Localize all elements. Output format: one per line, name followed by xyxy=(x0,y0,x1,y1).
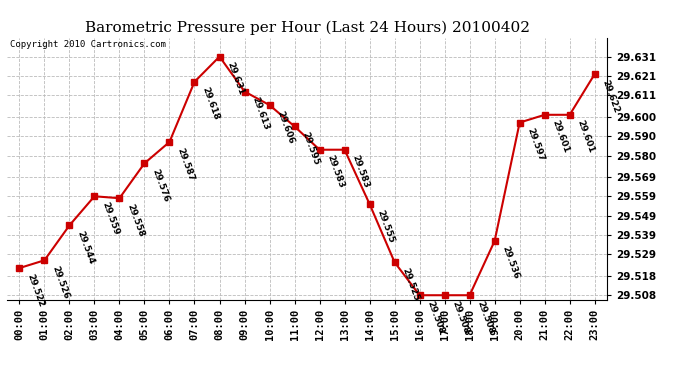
Text: 29.595: 29.595 xyxy=(300,130,320,166)
Text: 29.558: 29.558 xyxy=(125,202,146,238)
Text: 29.526: 29.526 xyxy=(50,264,70,300)
Text: 29.525: 29.525 xyxy=(400,266,420,302)
Text: 29.618: 29.618 xyxy=(200,86,220,122)
Text: 29.613: 29.613 xyxy=(250,96,270,131)
Text: 29.536: 29.536 xyxy=(500,245,520,281)
Text: 29.508: 29.508 xyxy=(425,299,446,335)
Text: 29.508: 29.508 xyxy=(475,299,495,335)
Text: 29.587: 29.587 xyxy=(175,146,195,182)
Text: 29.583: 29.583 xyxy=(325,154,346,190)
Text: 29.508: 29.508 xyxy=(450,299,471,335)
Title: Barometric Pressure per Hour (Last 24 Hours) 20100402: Barometric Pressure per Hour (Last 24 Ho… xyxy=(85,21,529,35)
Text: 29.606: 29.606 xyxy=(275,109,295,145)
Text: 29.576: 29.576 xyxy=(150,168,170,203)
Text: 29.622: 29.622 xyxy=(600,78,620,114)
Text: 29.559: 29.559 xyxy=(100,201,120,236)
Text: 29.522: 29.522 xyxy=(25,272,46,308)
Text: 29.555: 29.555 xyxy=(375,208,395,244)
Text: 29.597: 29.597 xyxy=(525,127,546,163)
Text: Copyright 2010 Cartronics.com: Copyright 2010 Cartronics.com xyxy=(10,40,166,49)
Text: 29.601: 29.601 xyxy=(550,119,571,154)
Text: 29.601: 29.601 xyxy=(575,119,595,154)
Text: 29.544: 29.544 xyxy=(75,230,95,266)
Text: 29.631: 29.631 xyxy=(225,61,246,96)
Text: 29.583: 29.583 xyxy=(350,154,371,190)
